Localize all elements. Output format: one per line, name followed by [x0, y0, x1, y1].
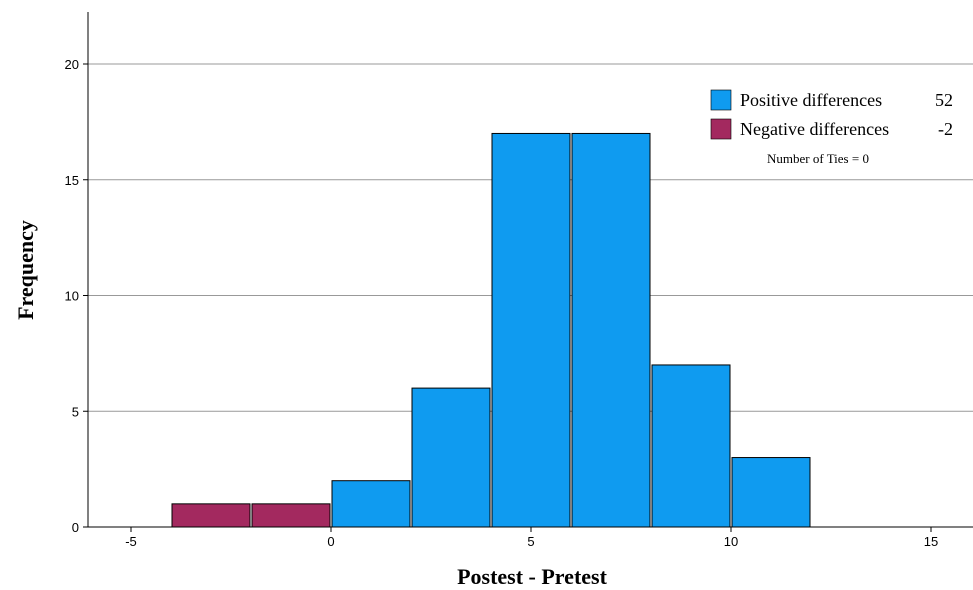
x-ticks: -5 0 5 10 15: [125, 527, 938, 549]
legend-swatch-positive: [710, 89, 732, 111]
y-tick-label: 10: [65, 289, 79, 304]
y-ticks: 0 5 10 15 20: [65, 57, 88, 535]
y-axis-label: Frequency: [13, 220, 38, 320]
histogram-bar: [331, 480, 411, 528]
histogram-bar: [731, 457, 811, 528]
legend-label-negative: Negative differences: [740, 119, 889, 139]
legend: Positive differences 52 Negative differe…: [710, 89, 953, 166]
y-tick-label: 5: [72, 404, 79, 419]
ties-note: Number of Ties = 0: [767, 151, 869, 166]
y-tick-label: 20: [65, 57, 79, 72]
x-tick-label: 5: [527, 534, 534, 549]
histogram-bar: [651, 364, 731, 528]
legend-swatch-negative: [710, 118, 732, 140]
legend-count-positive: 52: [935, 90, 953, 110]
x-tick-label: 10: [724, 534, 738, 549]
histogram-bar: [251, 503, 331, 528]
histogram-bar: [571, 132, 651, 528]
histogram-bar: [171, 503, 251, 528]
x-tick-label: 0: [327, 534, 334, 549]
x-axis-label: Postest - Pretest: [457, 564, 608, 589]
legend-count-negative: -2: [938, 119, 953, 139]
histogram-bar: [411, 387, 491, 528]
y-tick-label: 0: [72, 520, 79, 535]
y-tick-label: 15: [65, 173, 79, 188]
legend-label-positive: Positive differences: [740, 90, 882, 110]
bars: [171, 132, 811, 528]
x-tick-label: 15: [924, 534, 938, 549]
histogram-bar: [491, 132, 571, 528]
x-tick-label: -5: [125, 534, 137, 549]
